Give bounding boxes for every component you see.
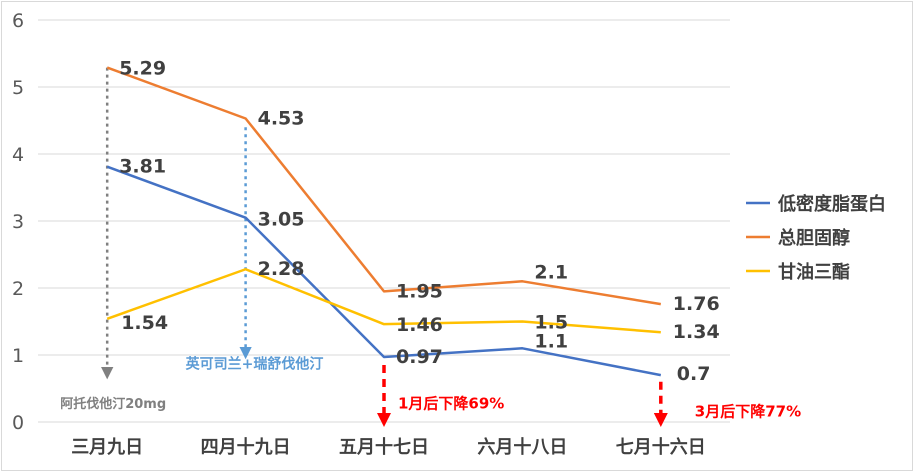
y-tick-label: 4 <box>12 144 24 166</box>
y-tick-label: 3 <box>12 211 24 233</box>
gridlines <box>38 19 730 423</box>
data-label: 3.05 <box>258 209 305 231</box>
data-label: 5.29 <box>119 58 166 80</box>
data-label: 2.28 <box>258 258 305 280</box>
y-tick-label: 1 <box>12 345 24 367</box>
data-label: 0.97 <box>396 346 443 368</box>
y-tick-label: 5 <box>12 77 24 99</box>
series-lines <box>106 66 662 377</box>
x-axis-categories: 三月九日 四月十九日 五月十七日 六月十八日 七月十六日 <box>71 436 706 458</box>
x-category-label: 七月十六日 <box>616 436 706 458</box>
legend-label: 低密度脂蛋白 <box>777 193 886 215</box>
legend-label: 总胆固醇 <box>778 227 850 249</box>
data-label: 2.1 <box>534 261 568 283</box>
data-label: 1.46 <box>396 314 443 336</box>
y-axis-ticks: 0 1 2 3 4 5 6 <box>12 10 24 434</box>
annotation-text: 1月后下降69% <box>398 394 504 412</box>
series-line <box>106 66 662 306</box>
data-label: 0.7 <box>677 363 711 385</box>
data-label: 1.34 <box>673 321 720 343</box>
y-tick-label: 6 <box>12 10 24 32</box>
x-category-label: 六月十八日 <box>477 436 567 458</box>
data-label: 3.81 <box>119 156 166 178</box>
y-tick-label: 2 <box>12 278 24 300</box>
annotation-text: 3月后下降77% <box>695 402 801 420</box>
legend-label: 甘油三酯 <box>778 261 850 283</box>
x-category-label: 三月九日 <box>71 437 143 458</box>
y-tick-label: 0 <box>12 412 24 434</box>
annotation-text: 阿托伐他汀20mg <box>60 396 166 412</box>
series-line <box>106 165 662 377</box>
data-label: 1.95 <box>396 280 443 302</box>
annotations: 阿托伐他汀20mg 英可司兰+瑞舒伐他汀 1月后下降69% 3月后下降77% <box>60 67 801 427</box>
series-line <box>106 267 661 334</box>
data-labels: 3.81 3.05 0.97 1.1 0.7 5.29 4.53 1.95 2.1 1.76 1.5… <box>119 58 719 386</box>
data-label: 4.53 <box>258 107 305 129</box>
data-label: 1.54 <box>121 312 168 334</box>
x-category-label: 四月十九日 <box>201 436 291 458</box>
annotation-text: 英可司兰+瑞舒伐他汀 <box>185 355 324 372</box>
data-label: 1.5 <box>534 312 568 334</box>
data-label: 1.1 <box>534 330 568 352</box>
data-label: 1.76 <box>673 293 720 315</box>
x-category-label: 五月十七日 <box>339 436 429 458</box>
